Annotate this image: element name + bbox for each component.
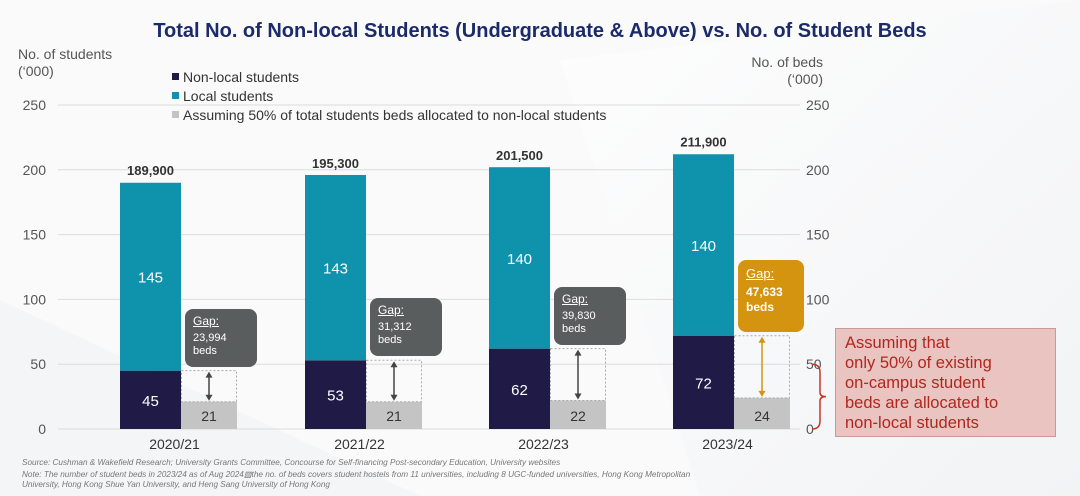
chart-title: Total No. of Non-local Students (Undergr…: [153, 20, 927, 42]
gap-arrow-head-top: [574, 349, 582, 356]
footnote-line1: Note: The number of student beds in 2023…: [22, 470, 691, 479]
gap-label: Gap:: [746, 265, 775, 281]
label-beds: 21: [201, 408, 217, 424]
bar-beds: [181, 401, 237, 429]
label-local: 143: [323, 261, 348, 278]
gap-unit: beds: [562, 322, 586, 335]
bar-nonlocal: [305, 360, 366, 429]
y-tick-left: 100: [23, 291, 47, 307]
assumption-note: Assuming that only 50% of existing on-ca…: [835, 328, 1056, 437]
left-axis-title-line2: (‘000): [18, 63, 54, 79]
gap-arrow-head-top: [390, 361, 398, 368]
source-note: Source: Cushman & Wakefield Research; Un…: [22, 458, 561, 467]
label-nonlocal: 53: [327, 388, 344, 405]
gap-callout: Gap: 23,994 beds: [185, 308, 257, 367]
bar-local: [489, 167, 550, 349]
bar-local: [120, 182, 181, 371]
gap-box: [550, 348, 606, 401]
note-line-4: beds are allocated to: [845, 394, 999, 412]
bar-nonlocal: [489, 348, 550, 429]
x-tick-label: 2021/22: [334, 436, 385, 452]
gap-box: [734, 335, 790, 399]
gap-arrow-head-bottom: [390, 394, 398, 401]
y-tick-left: 150: [23, 227, 47, 243]
gap-box: [366, 359, 422, 403]
y-tick-right: 250: [806, 97, 830, 113]
right-axis-title: No. of beds (‘000): [740, 54, 823, 88]
gap-arrow-head-bottom: [574, 393, 582, 400]
legend-swatch-beds: [172, 111, 179, 118]
legend-label-nonlocal: Non-local students: [183, 68, 299, 85]
note-line-5: non-local students: [845, 414, 979, 432]
bar-nonlocal: [120, 370, 181, 429]
gap-callout: Gap: 39,830 beds: [554, 286, 626, 345]
gap-label: Gap:: [193, 313, 220, 328]
label-beds: 22: [570, 408, 586, 424]
x-tick-label: 2022/23: [518, 436, 569, 452]
gap-unit: beds: [193, 344, 217, 357]
label-total: 195,300: [312, 156, 359, 171]
gap-arrow-head-top: [205, 371, 213, 378]
y-tick-left: 0: [38, 421, 46, 437]
y-tick-right: 100: [806, 291, 830, 307]
gap-arrow-head-top: [758, 336, 766, 343]
label-beds: 21: [386, 408, 402, 424]
label-local: 145: [138, 270, 163, 287]
gap-value: 23,994: [193, 331, 227, 344]
legend-swatch-nonlocal: [172, 73, 179, 80]
gap-value: 31,312: [378, 321, 412, 334]
gap-value: 39,830: [562, 309, 596, 322]
note-line-2: only 50% of existing: [845, 354, 992, 372]
note-line-3: on-campus student: [845, 374, 986, 392]
legend-swatch-local: [172, 92, 179, 99]
y-tick-left: 50: [30, 356, 46, 372]
y-tick-left: 250: [23, 97, 47, 113]
y-tick-right: 200: [806, 162, 830, 178]
label-beds: 24: [754, 408, 770, 424]
gap-label: Gap:: [562, 291, 589, 306]
y-tick-left: 200: [23, 162, 47, 178]
label-nonlocal: 62: [511, 382, 528, 399]
gap-arrow-head-bottom: [758, 390, 766, 397]
label-total: 201,500: [496, 148, 543, 163]
bar-local: [673, 154, 734, 336]
bar-local: [305, 174, 366, 361]
y-tick-right: 150: [806, 227, 830, 243]
legend-label-beds: Assuming 50% of total students beds allo…: [183, 106, 607, 123]
gap-label: Gap:: [378, 303, 405, 318]
legend-item-nonlocal: Non-local students: [172, 67, 606, 86]
right-axis-title-line1: No. of beds: [751, 54, 823, 70]
label-local: 140: [691, 238, 716, 255]
bar-beds: [734, 397, 790, 429]
label-local: 140: [507, 251, 532, 268]
note-line-1: Assuming that: [845, 334, 950, 352]
gap-unit: beds: [378, 334, 402, 347]
y-tick-right: 0: [806, 421, 814, 437]
gap-callout: Gap: 31,312 beds: [370, 298, 442, 357]
bar-nonlocal: [673, 335, 734, 429]
left-axis-title: No. of students (‘000): [18, 46, 112, 80]
gap-box: [181, 370, 237, 403]
legend-item-beds: Assuming 50% of total students beds allo…: [172, 105, 606, 124]
label-total: 189,900: [127, 163, 174, 178]
gap-unit: beds: [746, 299, 775, 314]
right-axis-title-line2: (‘000): [787, 71, 823, 87]
label-nonlocal: 45: [142, 393, 159, 410]
footnote-line2: University, Hong Kong Shue Yan Universit…: [22, 480, 330, 489]
left-axis-title-line1: No. of students: [18, 46, 113, 62]
gap-callout: Gap: 47,633 beds: [738, 259, 804, 332]
gap-arrow-head-bottom: [205, 394, 213, 401]
legend: Non-local students Local students Assumi…: [172, 67, 606, 124]
label-nonlocal: 72: [695, 375, 712, 392]
label-total: 211,900: [680, 134, 726, 149]
x-tick-label: 2023/24: [702, 436, 753, 452]
legend-item-local: Local students: [172, 86, 606, 105]
x-tick-label: 2020/21: [149, 436, 200, 452]
bar-beds: [550, 400, 606, 429]
brace: [811, 363, 827, 430]
bar-beds: [366, 401, 422, 429]
legend-label-local: Local students: [183, 87, 274, 104]
gap-value: 47,633: [746, 284, 783, 299]
